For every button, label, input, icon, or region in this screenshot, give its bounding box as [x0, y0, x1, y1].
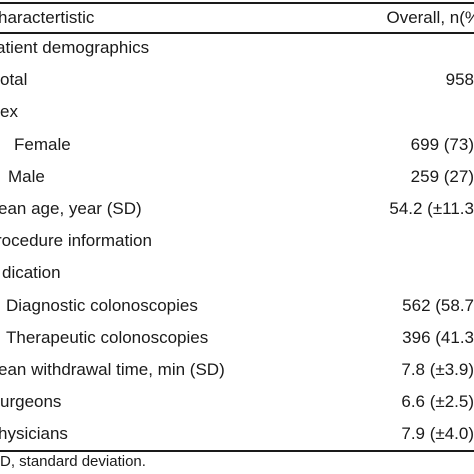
table-header-rule	[0, 32, 474, 34]
table-row: rocedure information	[0, 225, 474, 257]
row-label: urgeons	[0, 392, 62, 412]
table-row: ean withdrawal time, min (SD) 7.8 (±3.9)	[0, 354, 474, 386]
table-header: haractertistic Overall, n(%	[0, 2, 474, 34]
row-value: 958	[445, 70, 474, 90]
table-row: Female 699 (73)	[0, 129, 474, 161]
table-bottom-rule	[0, 450, 474, 452]
row-value: 562 (58.7	[402, 295, 474, 315]
table-top-rule	[0, 2, 474, 4]
row-value: 7.8 (±3.9)	[401, 360, 474, 379]
row-label: ean withdrawal time, min (SD)	[0, 360, 225, 379]
table-row: dication	[0, 257, 474, 289]
table-row: Male 259 (27)	[0, 161, 474, 193]
row-label: Male	[8, 166, 45, 186]
row-label: Diagnostic colonoscopies	[6, 295, 198, 315]
table-row: ean age, year (SD) 54.2 (±11.3	[0, 193, 474, 225]
table-row: Therapeutic colonoscopies 396 (41.3	[0, 322, 474, 354]
row-label: otal	[0, 70, 28, 90]
row-label: ean age, year (SD)	[0, 199, 142, 218]
row-value: 54.2 (±11.3	[389, 199, 474, 218]
row-value: 7.9 (±4.0)	[401, 424, 474, 444]
table-row: Diagnostic colonoscopies 562 (58.7	[0, 290, 474, 322]
row-value: 6.6 (±2.5)	[401, 392, 474, 412]
row-label: ex	[0, 102, 18, 122]
row-label: hysicians	[0, 424, 68, 444]
row-value: 699 (73)	[410, 134, 474, 154]
table-row: urgeons 6.6 (±2.5)	[0, 386, 474, 418]
table-row: ex	[0, 96, 474, 128]
header-characteristic: haractertistic	[0, 8, 95, 27]
header-overall: Overall, n(%	[386, 8, 474, 27]
table-row: otal 958	[0, 64, 474, 96]
table-row: atient demographics	[0, 32, 474, 64]
row-label: Female	[14, 134, 71, 154]
row-label: Therapeutic colonoscopies	[6, 327, 209, 347]
row-value: 396 (41.3	[402, 327, 474, 347]
row-label: dication	[2, 263, 61, 283]
row-label: rocedure information	[0, 231, 152, 251]
table-row: hysicians 7.9 (±4.0)	[0, 418, 474, 450]
row-label: atient demographics	[0, 38, 150, 57]
table-footnote: D, standard deviation.	[0, 453, 146, 470]
row-value: 259 (27)	[410, 166, 474, 186]
